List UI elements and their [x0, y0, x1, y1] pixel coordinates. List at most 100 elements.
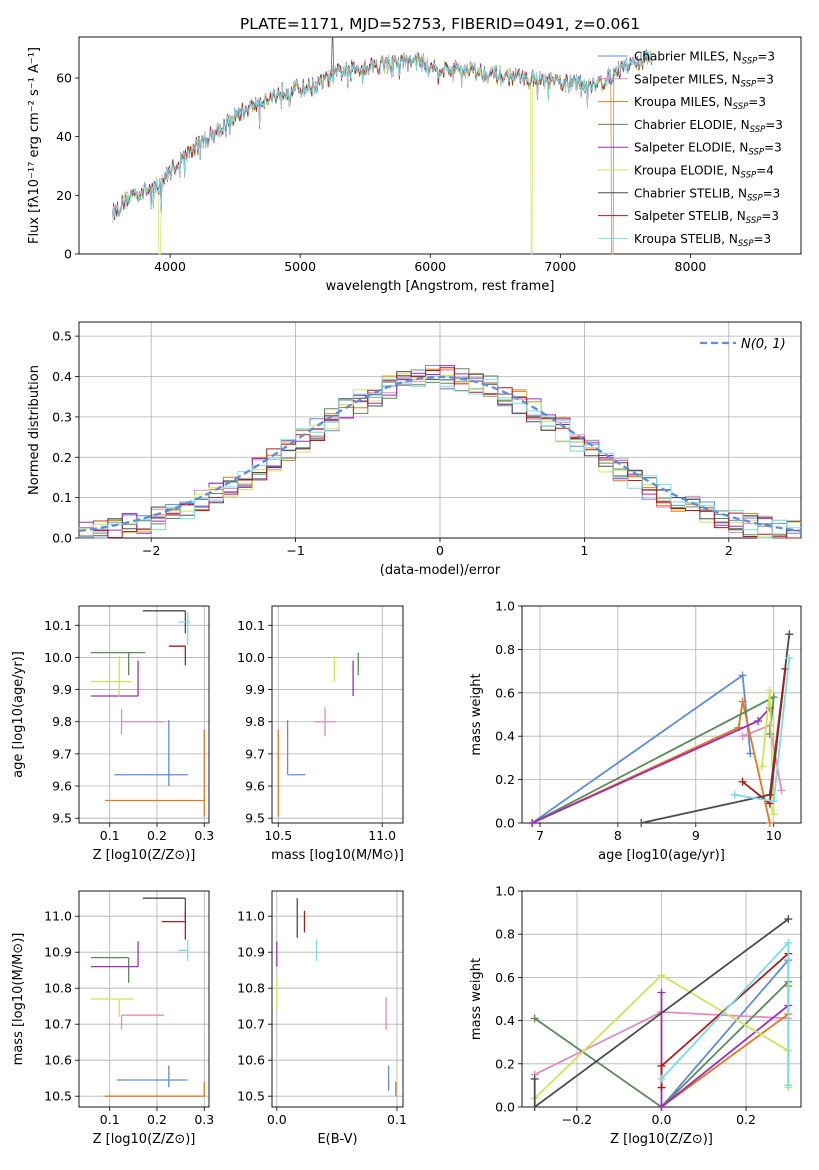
- spectrum-line: [112, 36, 652, 220]
- x-tick-label: 0.1: [100, 828, 120, 843]
- x-tick-label: 8: [614, 828, 622, 843]
- weight-point: [530, 1103, 539, 1111]
- axes-frame: [521, 605, 802, 824]
- x-axis-label: Z [log10(Z/Z⊙)]: [93, 1132, 196, 1147]
- y-tick-label: 10.8: [237, 981, 265, 996]
- y-tick-label: 0.0: [495, 816, 515, 831]
- weight-point: [657, 1083, 666, 1092]
- x-tick-label: −0.2: [562, 1112, 592, 1127]
- weight-line: [660, 957, 790, 1108]
- y-tick-label: 9.7: [245, 746, 265, 761]
- axes-frame: [271, 890, 404, 1108]
- spectrum-line: [112, 49, 652, 217]
- x-tick-label: 0.1: [100, 1112, 120, 1127]
- weight-point: [784, 938, 793, 947]
- weight-point: [530, 1014, 539, 1023]
- legend-label: Chabrier MILES, NSSP=3: [634, 50, 775, 67]
- x-tick-label: 8000: [675, 259, 707, 274]
- x-tick-label: 10: [766, 828, 782, 843]
- weight-point: [738, 671, 747, 680]
- y-tick-label: 11.0: [44, 909, 72, 924]
- weight-point: [769, 810, 778, 819]
- x-tick-label: 0: [436, 543, 444, 558]
- y-tick-label: 0.3: [52, 409, 72, 424]
- x-tick-label: 4000: [154, 259, 186, 274]
- weight-line: [531, 673, 752, 824]
- weight-vs-age-panel: 7 8 9 10 0.0 0.2 0.4 0.6 0.8 1.0 age [log10(age/yr…: [469, 599, 802, 863]
- histogram-series: [79, 367, 801, 539]
- y-tick-label: 9.6: [52, 779, 72, 794]
- histogram-series: [79, 375, 801, 539]
- y-axis-label: mass [log10(M/M⊙)]: [11, 933, 26, 1066]
- weight-point: [657, 1074, 666, 1083]
- weight-point: [765, 686, 774, 695]
- x-tick-label: 0.1: [387, 1112, 407, 1127]
- legend-label: N(0, 1): [741, 337, 786, 352]
- weight-vs-metallicity-panel: −0.2 0.0 0.2 0.0 0.2 0.4 0.6 0.8 1.0 Z [log10(Z/Z…: [469, 884, 802, 1147]
- weight-point: [657, 971, 666, 980]
- y-tick-label: 0.2: [495, 772, 515, 787]
- x-tick-label: −1: [286, 543, 304, 558]
- legend-label: Kroupa STELIB, NSSP=3: [634, 232, 771, 249]
- x-tick-label: 0.3: [194, 1112, 214, 1127]
- y-tick-label: 9.8: [52, 714, 72, 729]
- y-tick-label: 10.1: [44, 618, 72, 633]
- legend-label: Kroupa MILES, NSSP=3: [634, 95, 766, 112]
- y-tick-label: 10.9: [237, 945, 265, 960]
- spectrum-line: [112, 50, 652, 221]
- weight-point: [657, 1061, 666, 1070]
- y-tick-label: 10.7: [237, 1017, 265, 1032]
- y-tick-label: 0.6: [495, 970, 515, 985]
- x-tick-label: 7: [536, 828, 544, 843]
- y-tick-label: 60: [56, 71, 72, 86]
- y-tick-label: 0.2: [495, 1056, 515, 1071]
- x-tick-label: 0.2: [147, 1112, 167, 1127]
- y-tick-label: 0.4: [495, 729, 515, 744]
- x-tick-label: 1: [580, 543, 588, 558]
- y-tick-label: 9.8: [245, 714, 265, 729]
- x-axis-label: mass [log10(M/M⊙)]: [271, 848, 404, 863]
- y-tick-label: 0: [64, 247, 72, 262]
- x-tick-label: 0.2: [147, 828, 167, 843]
- x-tick-label: 10.5: [264, 828, 292, 843]
- mass-vs-metallicity-panel: 0.1 0.2 0.3 10.5 10.6 10.7 10.8 10.9 11.0 Z [log1…: [11, 890, 214, 1147]
- y-axis-label: mass weight: [469, 958, 484, 1040]
- y-tick-label: 9.7: [52, 746, 72, 761]
- x-tick-label: −2: [142, 543, 160, 558]
- y-tick-label: 11.0: [237, 909, 265, 924]
- y-tick-label: 10.5: [44, 1089, 72, 1104]
- y-tick-label: 10.1: [237, 618, 265, 633]
- mass-vs-reddening-panel: 0.0 0.1 10.5 10.6 10.7 10.8 10.9 11.0 E(B-V): [237, 890, 407, 1147]
- weight-point: [528, 819, 537, 827]
- legend-label: Salpeter STELIB, NSSP=3: [634, 209, 779, 226]
- y-tick-label: 9.9: [52, 682, 72, 697]
- weight-point: [785, 630, 794, 639]
- y-tick-label: 9.9: [245, 682, 265, 697]
- weight-point: [754, 717, 763, 726]
- y-tick-label: 0.4: [495, 1013, 515, 1028]
- figure-title: PLATE=1171, MJD=52753, FIBERID=0491, z=0…: [240, 15, 640, 33]
- legend-label: Salpeter ELODIE, NSSP=3: [634, 141, 782, 158]
- weight-point: [758, 762, 767, 771]
- y-tick-label: 20: [56, 188, 72, 203]
- weight-point: [530, 1074, 539, 1083]
- weight-line: [531, 695, 775, 824]
- y-tick-label: 10.0: [237, 650, 265, 665]
- y-tick-label: 9.6: [245, 779, 265, 794]
- x-tick-label: 2: [725, 543, 733, 558]
- y-tick-label: 10.6: [237, 1053, 265, 1068]
- y-tick-label: 0.0: [52, 531, 72, 546]
- y-tick-label: 10.8: [44, 981, 72, 996]
- y-tick-label: 9.5: [52, 811, 72, 826]
- x-axis-label: Z [log10(Z/Z⊙)]: [610, 1132, 713, 1147]
- x-tick-label: 7000: [544, 259, 576, 274]
- y-tick-label: 1.0: [495, 884, 515, 899]
- y-tick-label: 0.1: [52, 490, 72, 505]
- x-tick-label: 0.3: [194, 828, 214, 843]
- weight-point: [637, 819, 646, 827]
- y-tick-label: 0.2: [52, 450, 72, 465]
- y-tick-label: 1.0: [495, 599, 515, 614]
- weight-point: [769, 693, 778, 702]
- weight-point: [784, 915, 793, 924]
